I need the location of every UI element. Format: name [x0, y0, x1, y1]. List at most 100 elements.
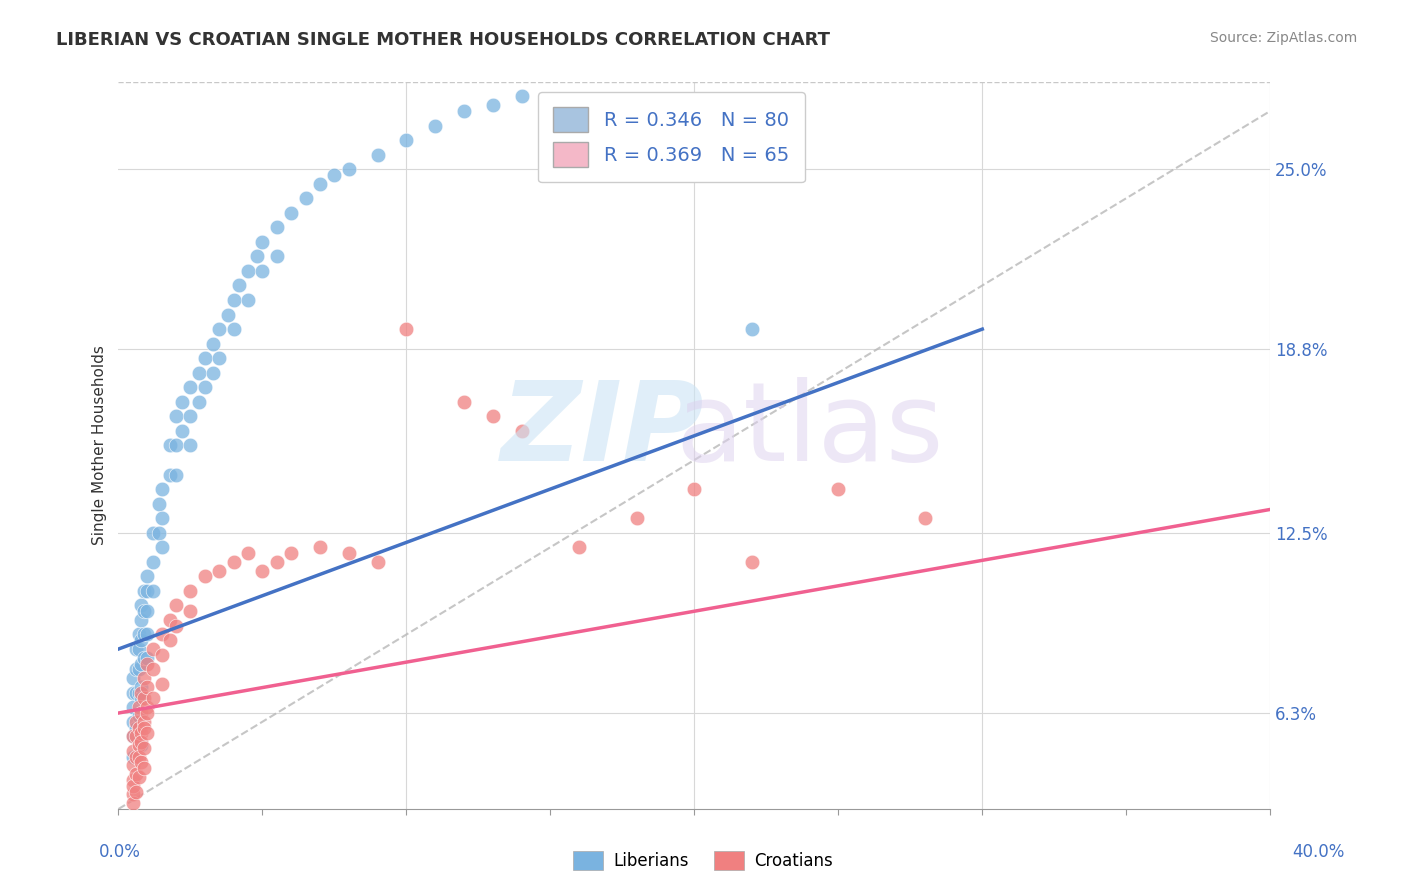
- Point: [395, 322, 418, 336]
- Point: [194, 569, 217, 583]
- Point: [134, 650, 156, 665]
- Point: [134, 740, 156, 755]
- Point: [510, 424, 533, 438]
- Point: [125, 642, 148, 657]
- Point: [150, 511, 173, 525]
- Point: [121, 758, 143, 772]
- Point: [134, 714, 156, 729]
- Point: [208, 351, 231, 366]
- Point: [125, 784, 148, 798]
- Point: [252, 235, 274, 249]
- Point: [142, 662, 165, 676]
- Point: [131, 613, 153, 627]
- Point: [121, 686, 143, 700]
- Point: [131, 756, 153, 770]
- Point: [131, 726, 153, 740]
- Point: [148, 497, 170, 511]
- Point: [134, 761, 156, 775]
- Point: [741, 322, 763, 336]
- Point: [128, 686, 150, 700]
- Point: [179, 409, 201, 424]
- Point: [125, 749, 148, 764]
- Point: [134, 583, 156, 598]
- Point: [136, 657, 159, 671]
- Point: [121, 749, 143, 764]
- Point: [165, 438, 187, 452]
- Point: [131, 657, 153, 671]
- Point: [208, 322, 231, 336]
- Point: [131, 680, 153, 694]
- Point: [188, 394, 211, 409]
- Point: [323, 168, 346, 182]
- Point: [170, 394, 193, 409]
- Point: [266, 220, 288, 235]
- Point: [222, 293, 245, 307]
- Point: [159, 613, 181, 627]
- Text: ZIP: ZIP: [501, 377, 704, 484]
- Point: [246, 249, 269, 263]
- Point: [121, 796, 143, 810]
- Point: [150, 541, 173, 555]
- Text: Source: ZipAtlas.com: Source: ZipAtlas.com: [1209, 31, 1357, 45]
- Point: [128, 770, 150, 784]
- Point: [142, 691, 165, 706]
- Point: [121, 700, 143, 714]
- Point: [131, 599, 153, 613]
- Point: [121, 744, 143, 758]
- Point: [914, 511, 936, 525]
- Point: [159, 438, 181, 452]
- Point: [179, 583, 201, 598]
- Point: [179, 380, 201, 394]
- Point: [165, 619, 187, 633]
- Point: [179, 604, 201, 618]
- Point: [194, 380, 217, 394]
- Point: [236, 293, 259, 307]
- Point: [294, 191, 316, 205]
- Point: [170, 424, 193, 438]
- Point: [131, 735, 153, 749]
- Point: [136, 680, 159, 694]
- Point: [481, 98, 503, 112]
- Point: [134, 627, 156, 641]
- Point: [128, 721, 150, 735]
- Point: [337, 546, 360, 560]
- Point: [125, 767, 148, 781]
- Point: [128, 700, 150, 714]
- Point: [125, 662, 148, 676]
- Point: [142, 642, 165, 657]
- Point: [309, 541, 332, 555]
- Point: [252, 564, 274, 578]
- Point: [136, 700, 159, 714]
- Point: [395, 133, 418, 147]
- Point: [136, 706, 159, 720]
- Point: [131, 738, 153, 752]
- Point: [121, 788, 143, 802]
- Point: [188, 366, 211, 380]
- Point: [121, 779, 143, 793]
- Point: [741, 555, 763, 569]
- Point: [136, 569, 159, 583]
- Point: [626, 511, 648, 525]
- Point: [150, 627, 173, 641]
- Point: [121, 729, 143, 743]
- Point: [425, 119, 447, 133]
- Point: [159, 633, 181, 648]
- Point: [136, 726, 159, 740]
- Point: [309, 177, 332, 191]
- Point: [367, 555, 389, 569]
- Point: [208, 564, 231, 578]
- Point: [202, 336, 225, 351]
- Point: [128, 749, 150, 764]
- Point: [280, 546, 302, 560]
- Point: [150, 648, 173, 662]
- Point: [134, 691, 156, 706]
- Text: LIBERIAN VS CROATIAN SINGLE MOTHER HOUSEHOLDS CORRELATION CHART: LIBERIAN VS CROATIAN SINGLE MOTHER HOUSE…: [56, 31, 830, 49]
- Point: [134, 604, 156, 618]
- Point: [136, 650, 159, 665]
- Point: [148, 525, 170, 540]
- Point: [165, 409, 187, 424]
- Point: [222, 555, 245, 569]
- Point: [136, 604, 159, 618]
- Point: [194, 351, 217, 366]
- Legend: R = 0.346   N = 80, R = 0.369   N = 65: R = 0.346 N = 80, R = 0.369 N = 65: [538, 92, 804, 183]
